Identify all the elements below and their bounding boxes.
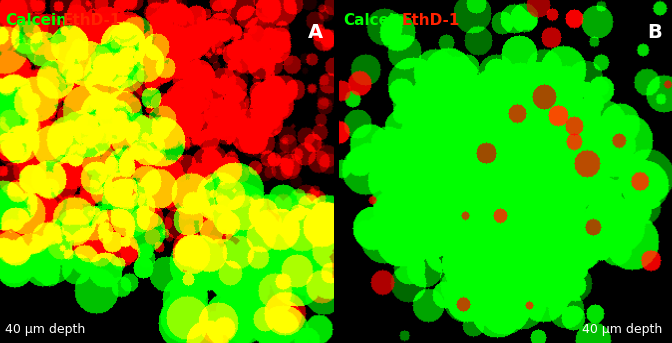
Text: Calcein: Calcein bbox=[5, 12, 67, 27]
Text: A: A bbox=[308, 23, 323, 42]
Text: 40 μm depth: 40 μm depth bbox=[5, 323, 85, 336]
Text: Calcein: Calcein bbox=[343, 12, 406, 27]
Text: 40 μm depth: 40 μm depth bbox=[582, 323, 662, 336]
Text: EthD-1: EthD-1 bbox=[401, 12, 460, 27]
Text: B: B bbox=[647, 23, 662, 42]
Text: EthD-1: EthD-1 bbox=[62, 12, 121, 27]
